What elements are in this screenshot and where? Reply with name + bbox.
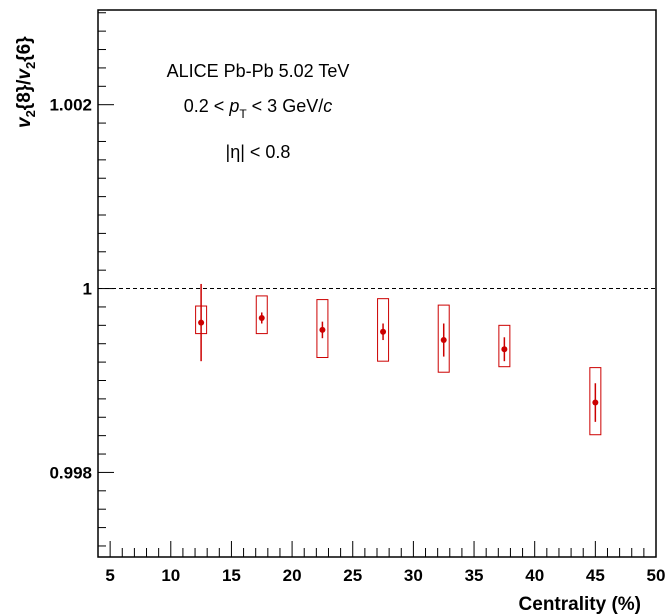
x-ticks-layer [97, 541, 657, 557]
data-point-group [195, 283, 208, 362]
y-axis-title-arg1: {8}/ [14, 79, 35, 110]
y-axis-title-sub2: 2 [23, 62, 38, 69]
x-tick-label: 20 [283, 566, 302, 585]
data-point-group [437, 304, 450, 373]
data-point-group [498, 324, 511, 368]
y-axis-title-arg2: {6} [14, 36, 35, 62]
x-tick-label: 45 [586, 566, 605, 585]
data-point [592, 399, 599, 406]
y-axis-title-v2: v [14, 68, 35, 80]
x-tick-label: 35 [465, 566, 484, 585]
x-tick-label: 15 [222, 566, 241, 585]
x-tick-label: 40 [525, 566, 544, 585]
data-point [198, 319, 205, 326]
data-point-group [377, 298, 390, 362]
y-axis-title: v2{8}/v2{6} [14, 36, 38, 128]
sys-error-box [316, 299, 329, 359]
y-axis-title-sub1: 2 [23, 110, 38, 117]
data-point [501, 346, 508, 353]
annotation-pt-mid: < 3 GeV/ [247, 96, 324, 116]
data-point [380, 328, 387, 335]
y-ticks-layer [98, 12, 114, 547]
sys-error-box [377, 298, 390, 362]
data-point [258, 314, 265, 321]
sys-error-box [437, 304, 450, 373]
sys-error-box [589, 367, 602, 436]
y-tick-label: 0.998 [49, 463, 92, 482]
data-point-group [255, 295, 268, 335]
annotation-pt-sub: T [239, 107, 247, 121]
data-point-group [589, 367, 602, 436]
y-axis-title-v1: v [14, 116, 35, 128]
x-tick-label: 25 [343, 566, 362, 585]
annotation-experiment: ALICE Pb-Pb 5.02 TeV [167, 61, 350, 81]
data-layer [195, 283, 602, 436]
annotation-pt-c: c [323, 96, 332, 116]
annotation-pt-range: 0.2 < pT < 3 GeV/c [184, 96, 332, 121]
annotation-pt-p: p [228, 96, 239, 116]
y-tick-label: 1 [83, 280, 92, 299]
sys-error-box [255, 295, 268, 335]
annotation-eta-range: |η| < 0.8 [226, 142, 291, 162]
x-tick-labels-layer: 5 10 15 20 25 30 35 40 45 50 [105, 566, 665, 585]
data-point [319, 326, 326, 333]
x-tick-label: 10 [161, 566, 180, 585]
x-axis-title: Centrality (%) [519, 594, 641, 615]
annotation-pt-pre: 0.2 < [184, 96, 230, 116]
data-point-group [316, 299, 329, 359]
x-tick-label: 5 [105, 566, 114, 585]
y-tick-labels-layer: 0.998 1 1.002 [49, 96, 92, 483]
x-tick-label: 30 [404, 566, 423, 585]
data-point [440, 337, 447, 344]
y-tick-label: 1.002 [49, 96, 92, 115]
x-tick-label: 50 [647, 566, 666, 585]
sys-error-box [498, 324, 511, 368]
